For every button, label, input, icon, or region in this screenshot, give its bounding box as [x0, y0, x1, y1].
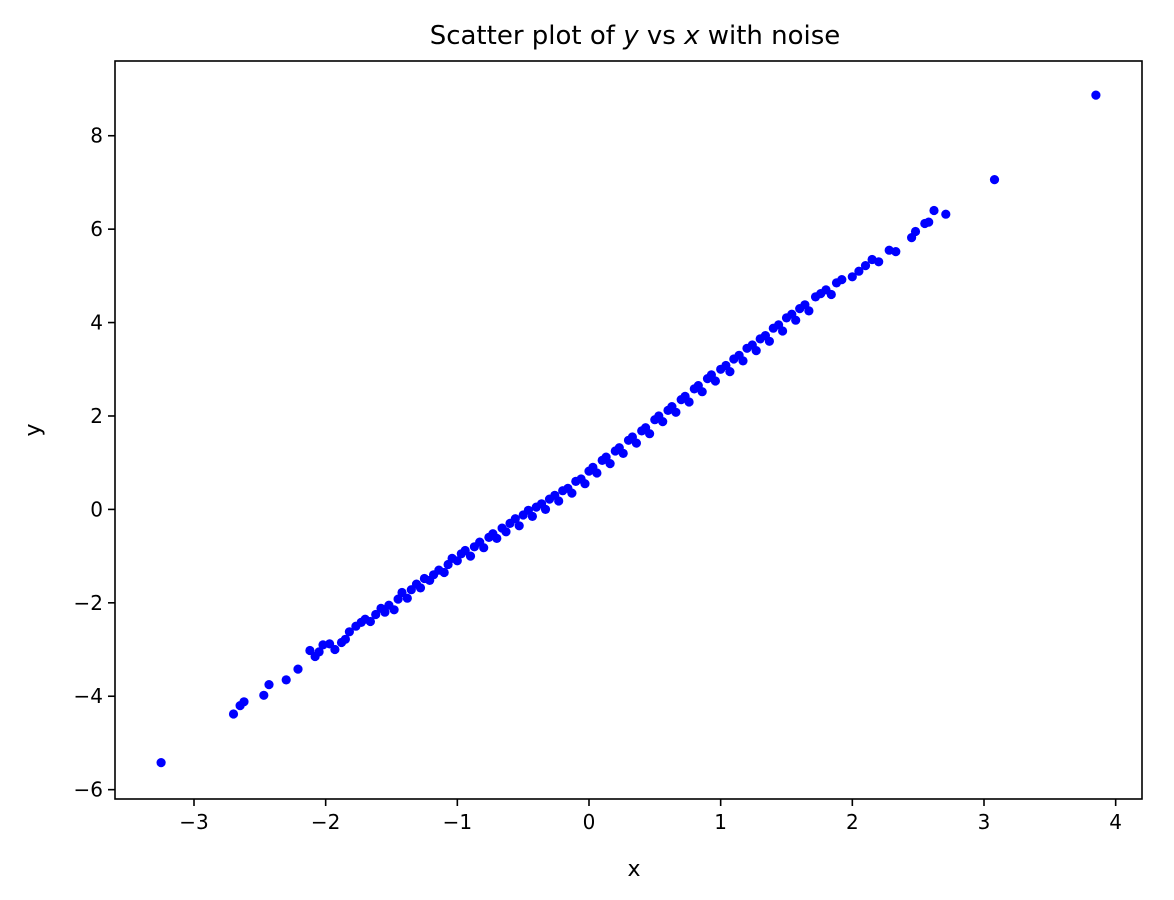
y-tick-label: 2: [90, 404, 103, 428]
plot-frame: [114, 60, 1143, 800]
data-point: [854, 266, 864, 276]
data-point: [1091, 90, 1101, 100]
data-point: [697, 387, 707, 397]
data-point: [804, 306, 814, 316]
data-point: [826, 289, 836, 300]
data-point: [540, 504, 551, 514]
data-point: [725, 367, 735, 377]
data-point: [671, 407, 681, 417]
data-point: [874, 257, 884, 267]
chart-title: Scatter plot of y vs x with noise: [430, 21, 841, 51]
data-point: [156, 758, 166, 768]
y-axis-ticks: −6 −4 −2 0 2 4 6 8: [74, 124, 115, 802]
data-point: [389, 605, 399, 615]
chart-title-part: x: [683, 21, 700, 51]
data-point: [860, 261, 871, 271]
data-point: [501, 527, 511, 537]
data-point: [452, 556, 462, 566]
data-point: [479, 543, 489, 553]
data-point: [764, 336, 775, 346]
data-point: [305, 645, 315, 656]
x-axis-label: x: [627, 857, 640, 882]
y-tick-label: −2: [74, 591, 103, 615]
data-point: [941, 209, 951, 219]
y-tick-label: 0: [90, 497, 103, 521]
x-tick-label: 4: [1109, 810, 1122, 834]
y-axis-label: y: [21, 423, 46, 436]
data-point: [924, 217, 934, 227]
data-point: [929, 205, 939, 216]
data-point: [239, 697, 249, 707]
data-point: [658, 417, 668, 427]
data-point: [910, 226, 921, 237]
data-point: [264, 680, 274, 690]
data-point: [631, 438, 642, 448]
data-point: [371, 609, 381, 620]
data-point: [415, 583, 426, 593]
data-point: [402, 593, 412, 603]
data-point: [684, 397, 694, 407]
chart-title-part: Scatter plot of: [430, 21, 624, 51]
chart-title-part: with noise: [699, 21, 840, 51]
data-point: [293, 664, 303, 674]
data-point: [891, 247, 901, 257]
data-point: [492, 533, 502, 544]
x-tick-label: 2: [846, 810, 859, 834]
data-point: [791, 315, 801, 325]
data-point: [380, 607, 390, 617]
y-tick-label: 4: [90, 311, 103, 335]
data-point: [580, 479, 590, 489]
data-point: [847, 272, 857, 282]
data-point: [344, 627, 354, 637]
x-axis-ticks: −3 −2 −1 0 1 2 3 4: [179, 799, 1122, 834]
data-point: [645, 429, 655, 439]
data-point: [738, 356, 748, 366]
data-point: [281, 675, 291, 685]
data-point: [365, 616, 375, 627]
data-point: [330, 644, 340, 655]
data-point: [618, 448, 628, 458]
chart-title-part: y: [622, 21, 639, 51]
data-point: [510, 514, 520, 524]
data-point: [314, 647, 324, 657]
data-points: [156, 90, 1101, 768]
y-tick-label: −4: [74, 684, 103, 708]
y-tick-label: 6: [90, 217, 103, 241]
x-tick-label: −2: [311, 810, 340, 834]
data-point: [567, 488, 577, 498]
data-point: [514, 521, 524, 531]
data-point: [605, 459, 615, 469]
x-tick-label: 0: [583, 810, 596, 834]
x-tick-label: −1: [443, 810, 472, 834]
x-tick-label: 1: [714, 810, 727, 834]
data-point: [527, 511, 538, 521]
data-point: [710, 376, 721, 386]
data-point: [751, 346, 761, 356]
y-tick-label: 8: [90, 124, 103, 148]
data-point: [340, 634, 350, 644]
data-point: [439, 567, 449, 578]
data-point: [837, 275, 847, 285]
data-point: [778, 326, 788, 336]
data-point: [989, 175, 1000, 185]
data-point: [259, 690, 269, 700]
data-point: [228, 709, 239, 719]
y-tick-label: −6: [74, 778, 103, 802]
chart-title-part: vs: [639, 21, 684, 51]
x-tick-label: −3: [179, 810, 208, 834]
x-tick-label: 3: [978, 810, 991, 834]
data-point: [592, 468, 602, 478]
data-point: [465, 551, 476, 561]
data-point: [554, 496, 564, 506]
